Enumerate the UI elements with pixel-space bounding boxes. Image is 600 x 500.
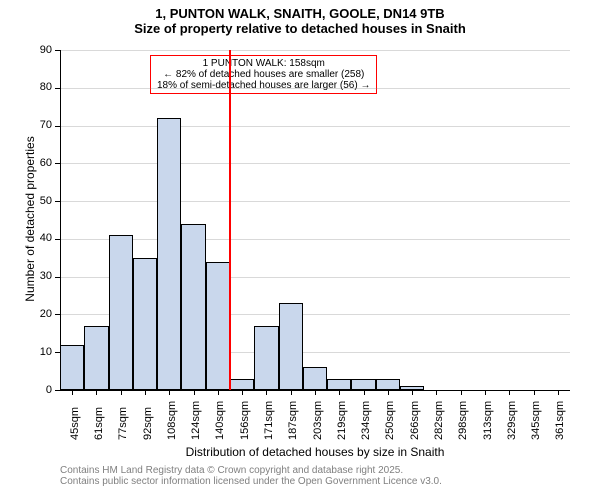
x-tick-label: 171sqm <box>263 401 275 440</box>
histogram-bar <box>181 224 205 390</box>
histogram-bar <box>351 379 375 390</box>
y-tick-label: 40 <box>0 232 52 244</box>
x-tick-label: 298sqm <box>457 401 469 440</box>
histogram-bar <box>109 235 133 390</box>
histogram-bar <box>84 326 108 390</box>
histogram-bar <box>230 379 254 390</box>
grid-line <box>60 163 570 164</box>
x-tick-label: 282sqm <box>433 401 445 440</box>
x-tick-mark <box>364 390 365 395</box>
annotation-line2: ← 82% of detached houses are smaller (25… <box>157 69 370 80</box>
x-tick-label: 234sqm <box>360 401 372 440</box>
x-tick-mark <box>412 390 413 395</box>
histogram-bar <box>60 345 84 390</box>
x-tick-mark <box>339 390 340 395</box>
x-tick-mark <box>72 390 73 395</box>
chart-container: 1, PUNTON WALK, SNAITH, GOOLE, DN14 9TB … <box>0 0 600 500</box>
annotation-line1: 1 PUNTON WALK: 158sqm <box>157 58 370 69</box>
x-tick-label: 250sqm <box>384 401 396 440</box>
y-tick-label: 30 <box>0 270 52 282</box>
y-tick-label: 50 <box>0 195 52 207</box>
x-tick-mark <box>218 390 219 395</box>
x-tick-label: 361sqm <box>554 401 566 440</box>
histogram-bar <box>157 118 181 390</box>
x-tick-label: 313sqm <box>482 401 494 440</box>
grid-line <box>60 50 570 51</box>
grid-line <box>60 126 570 127</box>
x-tick-mark <box>121 390 122 395</box>
grid-line <box>60 239 570 240</box>
x-tick-mark <box>436 390 437 395</box>
x-tick-label: 266sqm <box>409 401 421 440</box>
x-tick-mark <box>388 390 389 395</box>
x-tick-mark <box>242 390 243 395</box>
histogram-bar <box>279 303 303 390</box>
x-tick-label: 140sqm <box>214 401 226 440</box>
histogram-bar <box>303 367 327 390</box>
x-tick-mark <box>485 390 486 395</box>
histogram-bar <box>376 379 400 390</box>
attribution-line1: Contains HM Land Registry data © Crown c… <box>60 465 442 476</box>
y-tick-label: 20 <box>0 308 52 320</box>
x-tick-label: 156sqm <box>239 401 251 440</box>
x-tick-mark <box>534 390 535 395</box>
x-tick-mark <box>169 390 170 395</box>
attribution-block: Contains HM Land Registry data © Crown c… <box>60 465 442 487</box>
y-tick-label: 70 <box>0 119 52 131</box>
annotation-line3: 18% of semi-detached houses are larger (… <box>157 80 370 91</box>
y-tick-label: 60 <box>0 157 52 169</box>
x-tick-mark <box>558 390 559 395</box>
x-tick-mark <box>291 390 292 395</box>
x-tick-label: 219sqm <box>336 401 348 440</box>
title-line2: Size of property relative to detached ho… <box>0 21 600 36</box>
x-tick-label: 45sqm <box>69 407 81 440</box>
y-axis-line <box>60 50 61 390</box>
x-tick-mark <box>315 390 316 395</box>
grid-line <box>60 201 570 202</box>
y-tick-label: 80 <box>0 81 52 93</box>
y-tick-label: 90 <box>0 44 52 56</box>
x-tick-mark <box>145 390 146 395</box>
histogram-bar <box>133 258 157 390</box>
y-axis-label: Number of detached properties <box>23 119 37 319</box>
x-tick-label: 203sqm <box>312 401 324 440</box>
histogram-bar <box>206 262 230 390</box>
x-tick-label: 77sqm <box>117 407 129 440</box>
x-tick-mark <box>461 390 462 395</box>
x-tick-label: 92sqm <box>142 407 154 440</box>
x-tick-label: 108sqm <box>166 401 178 440</box>
title-line1: 1, PUNTON WALK, SNAITH, GOOLE, DN14 9TB <box>0 6 600 21</box>
x-tick-mark <box>266 390 267 395</box>
x-tick-label: 329sqm <box>506 401 518 440</box>
attribution-line2: Contains public sector information licen… <box>60 476 442 487</box>
x-tick-mark <box>96 390 97 395</box>
reference-line <box>229 50 231 390</box>
x-tick-label: 187sqm <box>287 401 299 440</box>
grid-line <box>60 88 570 89</box>
x-axis-label: Distribution of detached houses by size … <box>60 445 570 459</box>
x-tick-mark <box>194 390 195 395</box>
x-tick-label: 345sqm <box>530 401 542 440</box>
histogram-bar <box>327 379 351 390</box>
x-tick-label: 124sqm <box>190 401 202 440</box>
x-tick-label: 61sqm <box>93 407 105 440</box>
title-block: 1, PUNTON WALK, SNAITH, GOOLE, DN14 9TB … <box>0 6 600 36</box>
x-tick-mark <box>509 390 510 395</box>
histogram-bar <box>254 326 278 390</box>
y-tick-label: 10 <box>0 346 52 358</box>
y-tick-label: 0 <box>0 384 52 396</box>
